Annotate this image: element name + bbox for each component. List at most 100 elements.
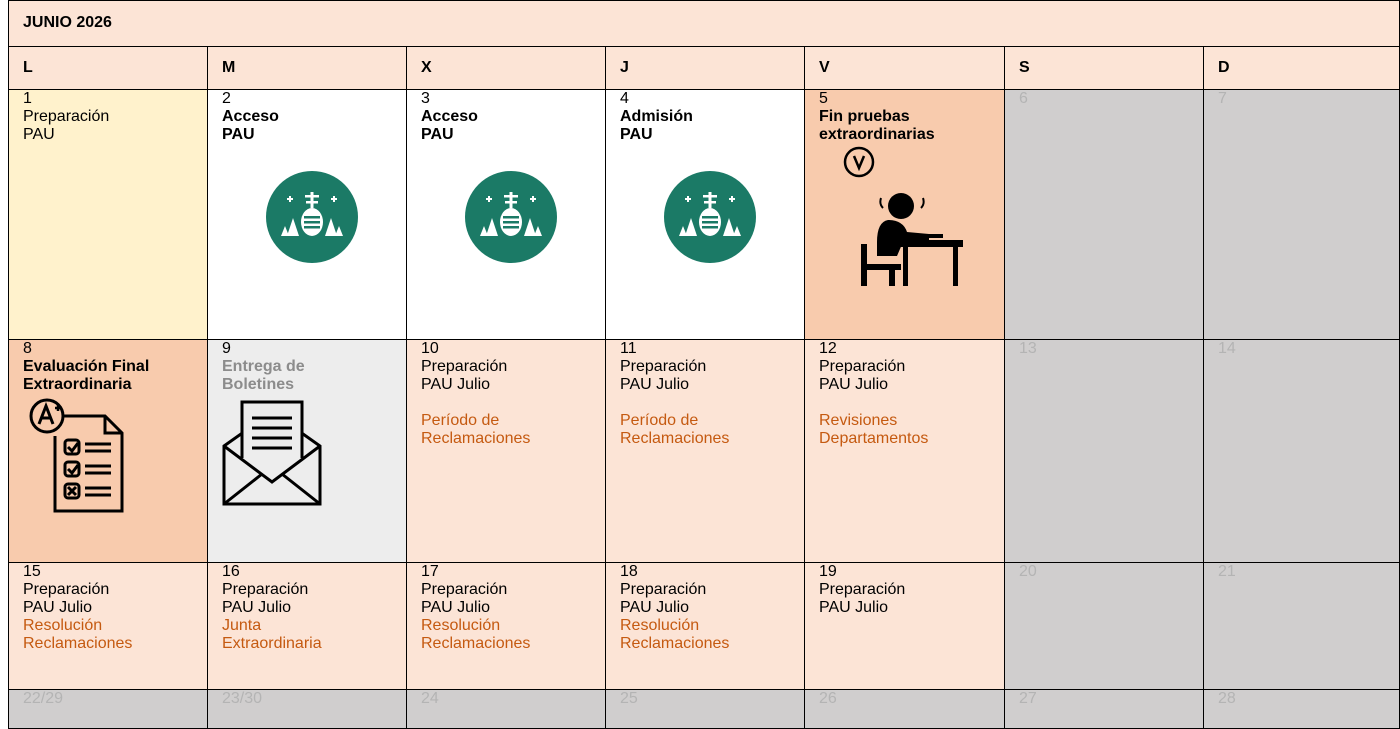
day-cell: 19 Preparación PAU Julio [805, 563, 1004, 689]
weekday-header: L [9, 47, 207, 89]
event-text: extraordinarias [819, 126, 935, 143]
day-number: 13 [1019, 340, 1037, 357]
day-number: 7 [1218, 90, 1227, 107]
day-cell: 28 [1204, 690, 1399, 728]
event-note: Período de Reclamaciones [421, 412, 591, 448]
day-number: 8 [23, 340, 32, 357]
day-cell: 5 Fin pruebas extraordinarias [805, 90, 1004, 339]
event-note-line: Revisiones [819, 412, 898, 429]
event-text: PAU Julio [421, 599, 491, 616]
weekday-header: S [1005, 47, 1203, 89]
event-note-line: Período de [620, 412, 699, 429]
event-text: Acceso [222, 108, 279, 125]
day-cell: 12 Preparación PAU Julio Revisiones Departam… [805, 340, 1004, 562]
day-number: 27 [1019, 690, 1037, 707]
day-cell: 18 Preparación PAU Julio Resolución Reclamac… [606, 563, 804, 689]
day-number: 2 [222, 90, 231, 107]
day-number: 15 [23, 563, 41, 580]
event-note-line: Resolución [23, 617, 103, 634]
event-text: PAU Julio [819, 599, 889, 616]
event-note-line: Resolución [421, 617, 501, 634]
event-text: Evaluación Final [23, 358, 150, 375]
student-exam-icon [843, 146, 963, 286]
day-cell: 22/29 [9, 690, 207, 728]
day-number: 16 [222, 563, 240, 580]
event-note-line: Reclamaciones [620, 635, 730, 652]
event-text: PAU [421, 126, 454, 143]
event-text: Admisión [620, 108, 693, 125]
event-text: PAU Julio [222, 599, 292, 616]
day-cell: 3 Acceso PAU [407, 90, 605, 339]
day-cell: 24 [407, 690, 605, 728]
day-cell: 8 Evaluación Final Extraordinaria [9, 340, 207, 562]
day-number: 14 [1218, 340, 1236, 357]
day-number: 23/30 [222, 690, 263, 707]
day-number: 28 [1218, 690, 1236, 707]
event-text: PAU Julio [819, 376, 889, 393]
event-text: PAU Julio [620, 599, 690, 616]
event-text: Preparación [620, 581, 707, 598]
day-cell: 10 Preparación PAU Julio Período de Reclamac… [407, 340, 605, 562]
event-text: Acceso [421, 108, 478, 125]
day-number: 11 [620, 340, 637, 357]
day-number: 3 [421, 90, 430, 107]
university-logo [266, 171, 358, 263]
day-number: 5 [819, 90, 828, 107]
day-cell: 27 [1005, 690, 1203, 728]
event-text: PAU [620, 126, 653, 143]
day-cell: 1 Preparación PAU [9, 90, 207, 339]
day-cell: 2 Acceso PAU [208, 90, 406, 339]
day-cell: 23/30 [208, 690, 406, 728]
event-text: Preparación [222, 581, 309, 598]
event-text: PAU Julio [620, 376, 690, 393]
event-text: Boletines [222, 376, 295, 393]
event-note-line: Departamentos [819, 430, 929, 447]
event-note: Revisiones Departamentos [819, 412, 990, 448]
calendar: JUNIO 2026 L M X J V S D 1 Preparación PAU 2 Acceso… [8, 0, 1400, 729]
day-cell: 7 [1204, 90, 1399, 339]
university-logo [664, 171, 756, 263]
event-note-line: Extraordinaria [222, 635, 322, 652]
event-note-line: Reclamaciones [620, 430, 730, 447]
event-text: Extraordinaria [23, 376, 132, 393]
day-number: 21 [1218, 563, 1236, 580]
event-text: PAU [222, 126, 255, 143]
event-note: Resolución Reclamaciones [23, 617, 193, 653]
event-note-line: Período de [421, 412, 500, 429]
event-text: PAU Julio [23, 599, 93, 616]
event-note-line: Junta [222, 617, 262, 634]
event-text: Preparación [620, 358, 707, 375]
university-logo [465, 171, 557, 263]
day-cell: 11 Preparación PAU Julio Período de Reclamac… [606, 340, 804, 562]
checklist-icon [29, 398, 124, 513]
event-text: Preparación [23, 581, 110, 598]
calendar-title: JUNIO 2026 [9, 1, 1399, 46]
day-cell: 6 [1005, 90, 1203, 339]
day-number: 9 [222, 340, 231, 357]
event-text: Preparación [421, 358, 508, 375]
day-number: 6 [1019, 90, 1028, 107]
event-note-line: Reclamaciones [421, 635, 531, 652]
day-number: 24 [421, 690, 439, 707]
weekday-header: D [1204, 47, 1399, 89]
event-text: PAU Julio [421, 376, 491, 393]
day-number: 18 [620, 563, 638, 580]
day-number: 20 [1019, 563, 1037, 580]
event-text: Entrega de [222, 358, 305, 375]
weekday-header: V [805, 47, 1004, 89]
event-note: Resolución Reclamaciones [421, 617, 591, 653]
day-number: 26 [819, 690, 837, 707]
event-text: Preparación [421, 581, 508, 598]
event-note-line: Reclamaciones [421, 430, 531, 447]
envelope-icon [222, 400, 322, 506]
event-note: Resolución Reclamaciones [620, 617, 790, 653]
day-cell: 4 Admisión PAU [606, 90, 804, 339]
event-text: Fin pruebas [819, 108, 910, 125]
day-cell: 16 Preparación PAU Julio Junta Extraordinari… [208, 563, 406, 689]
day-number: 22/29 [23, 690, 64, 707]
day-number: 17 [421, 563, 439, 580]
event-text: PAU [23, 126, 55, 143]
day-cell: 21 [1204, 563, 1399, 689]
day-cell: 17 Preparación PAU Julio Resolución Reclamac… [407, 563, 605, 689]
event-note: Junta Extraordinaria [222, 617, 392, 653]
